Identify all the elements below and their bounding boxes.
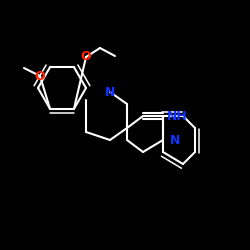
Text: NH: NH	[166, 110, 188, 122]
Text: N: N	[105, 86, 115, 98]
Text: N: N	[170, 134, 180, 146]
Text: O: O	[81, 50, 91, 64]
Text: O: O	[35, 70, 45, 82]
